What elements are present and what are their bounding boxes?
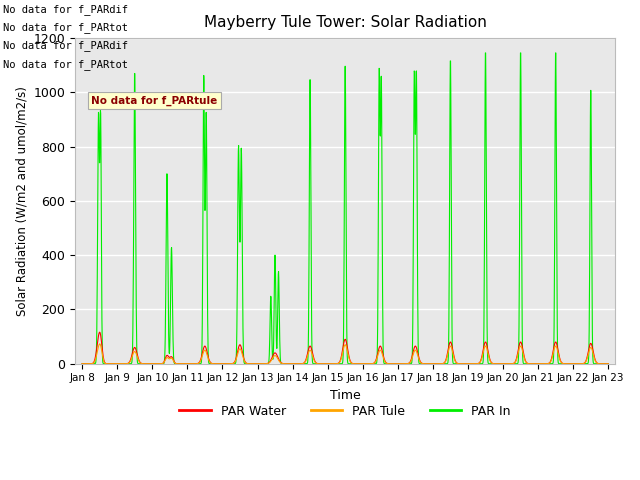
- X-axis label: Time: Time: [330, 389, 360, 402]
- Text: No data for f_PARtule: No data for f_PARtule: [92, 95, 218, 106]
- Text: No data for f_PARdif: No data for f_PARdif: [3, 40, 128, 51]
- Text: No data for f_PARtot: No data for f_PARtot: [3, 22, 128, 33]
- Text: No data for f_PARtot: No data for f_PARtot: [3, 59, 128, 70]
- Y-axis label: Solar Radiation (W/m2 and umol/m2/s): Solar Radiation (W/m2 and umol/m2/s): [15, 86, 28, 316]
- Title: Mayberry Tule Tower: Solar Radiation: Mayberry Tule Tower: Solar Radiation: [204, 15, 486, 30]
- Legend: PAR Water, PAR Tule, PAR In: PAR Water, PAR Tule, PAR In: [175, 400, 516, 422]
- Text: No data for f_PARdif: No data for f_PARdif: [3, 4, 128, 15]
